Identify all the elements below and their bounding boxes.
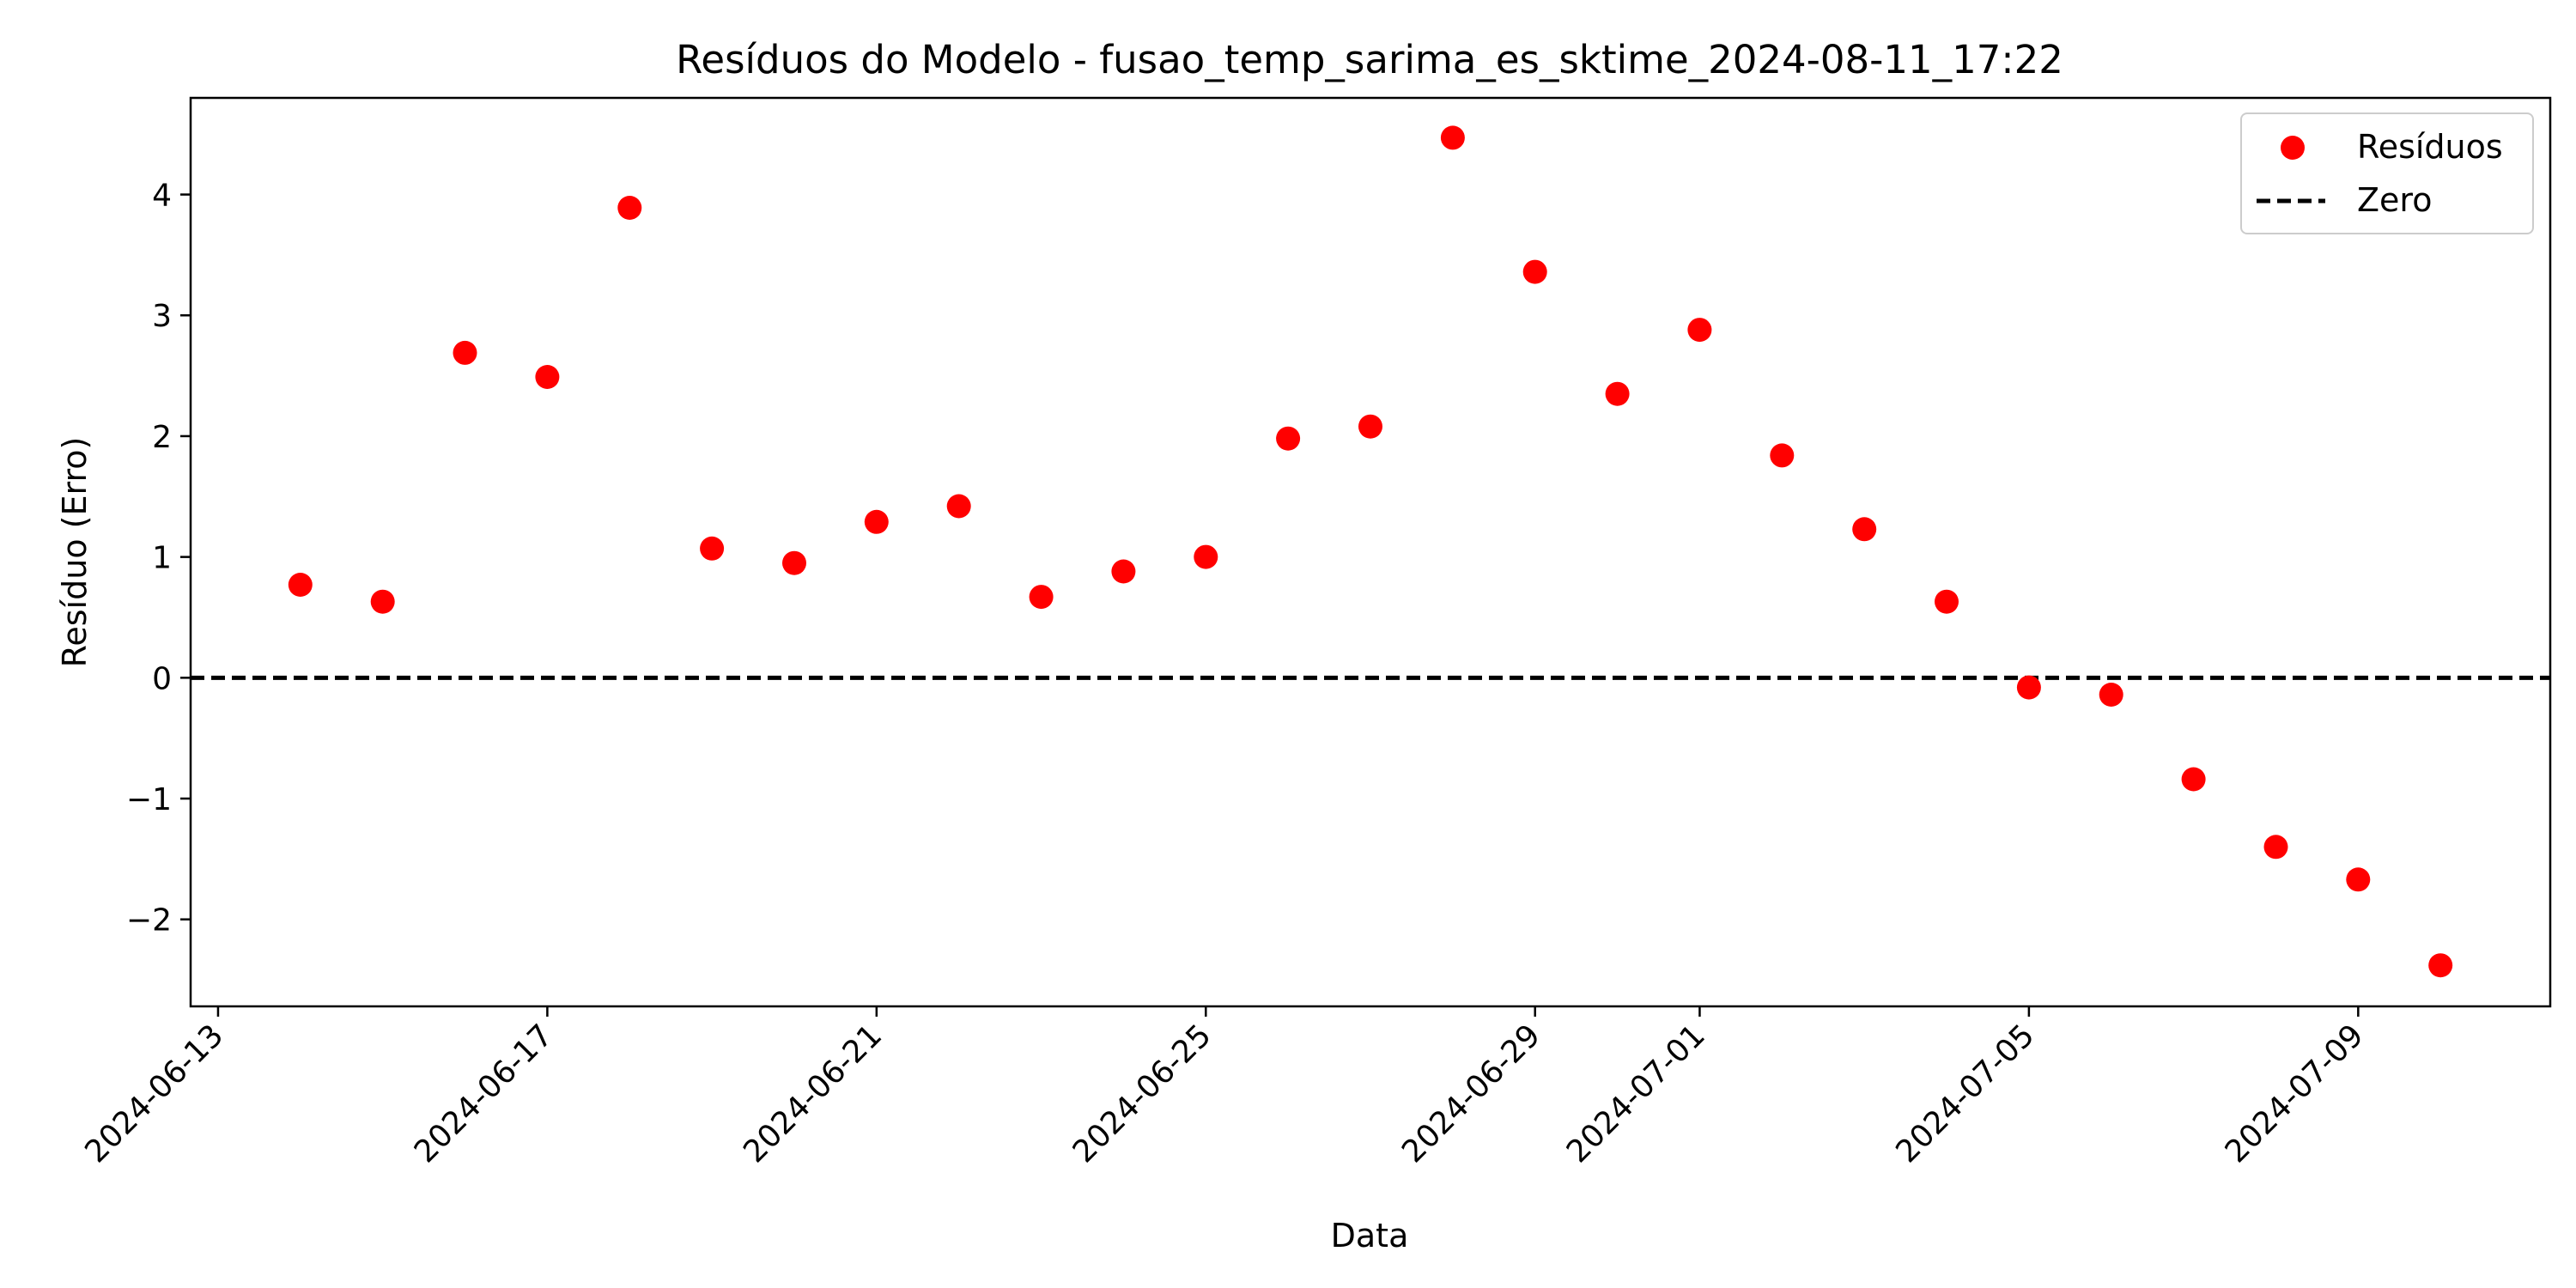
residual-point	[288, 573, 313, 597]
residual-point	[617, 196, 642, 220]
x-tick-label: 2024-06-29	[1395, 1018, 1547, 1170]
residual-point	[2346, 867, 2371, 892]
residual-point	[864, 509, 889, 534]
residual-point	[1440, 125, 1465, 150]
residual-point	[946, 494, 971, 519]
residual-point	[2181, 767, 2206, 792]
residual-point	[1522, 259, 1547, 284]
legend-label-zero: Zero	[2357, 181, 2432, 219]
chart-title: Resíduos do Modelo - fusao_temp_sarima_e…	[676, 37, 2063, 82]
residual-point	[1770, 443, 1795, 468]
x-tick-label: 2024-07-05	[1889, 1018, 2041, 1170]
residual-point	[2428, 953, 2453, 978]
legend-marker-residuos	[2281, 136, 2305, 160]
y-axis: −2 −1 0 1 2 3 4	[126, 179, 191, 939]
residual-point	[1358, 414, 1382, 439]
x-tick-label: 2024-06-25	[1066, 1018, 1218, 1170]
x-axis: 2024-06-13 2024-06-17 2024-06-21 2024-06-25…	[78, 1006, 2371, 1170]
y-tick-label: 1	[152, 541, 172, 576]
residual-point	[2099, 683, 2123, 707]
residual-points	[288, 125, 2453, 978]
plot-area	[189, 96, 2552, 1008]
residual-point	[1111, 559, 1136, 584]
residual-point	[700, 536, 725, 561]
residual-point	[1194, 544, 1218, 569]
x-tick-label: 2024-07-09	[2219, 1018, 2371, 1170]
residual-point	[782, 550, 806, 575]
residual-point	[1687, 318, 1712, 343]
y-tick-label: −1	[126, 782, 172, 817]
legend: Resíduos Zero	[2240, 112, 2534, 234]
residual-point	[2016, 675, 2041, 700]
residual-point	[453, 340, 477, 365]
y-tick-label: 4	[152, 179, 172, 214]
y-tick-label: −2	[126, 903, 172, 939]
residual-point	[1605, 381, 1630, 406]
residual-point	[370, 589, 395, 614]
residual-point	[1935, 589, 1959, 614]
y-tick-label: 2	[152, 420, 172, 455]
x-tick-label: 2024-06-13	[78, 1018, 230, 1170]
plot-frame	[189, 96, 2552, 1008]
y-tick-label: 0	[152, 661, 172, 696]
x-tick-label: 2024-07-01	[1560, 1018, 1712, 1170]
residual-point	[1852, 517, 1877, 542]
legend-label-residuos: Resíduos	[2357, 128, 2503, 166]
legend-box	[2240, 112, 2534, 234]
residual-point	[535, 365, 560, 389]
residual-point	[2263, 835, 2288, 860]
x-tick-label: 2024-06-21	[737, 1018, 889, 1170]
y-axis-label: Resíduo (Erro)	[56, 437, 94, 668]
x-axis-label: Data	[1331, 1217, 1409, 1255]
y-tick-label: 3	[152, 299, 172, 334]
residual-point	[1276, 426, 1301, 451]
x-tick-label: 2024-06-17	[408, 1018, 560, 1170]
residual-point	[1029, 585, 1054, 610]
